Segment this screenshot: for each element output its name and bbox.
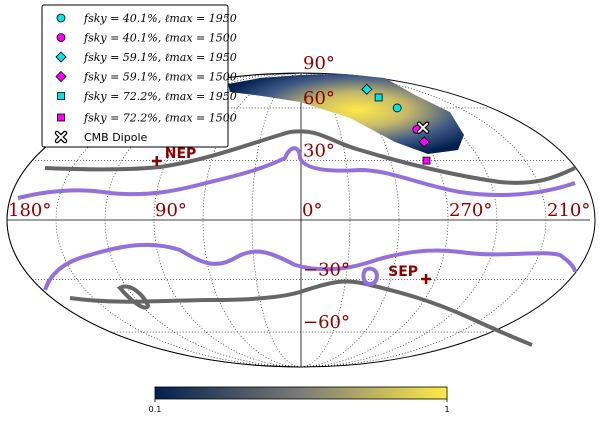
marker [418, 136, 430, 148]
mask-boundary [69, 279, 533, 347]
marker [57, 92, 65, 100]
pole-label: NEP [165, 146, 197, 162]
galactic-boundary [17, 146, 576, 200]
mask-boundary [44, 129, 576, 185]
colorbar-tick-label: 1 [444, 405, 449, 414]
x-tick-label: 90° [155, 200, 187, 221]
colorbar-tick-label: 0.1 [149, 405, 162, 414]
legend-label: fsky = 72.2%, ℓmax = 1950 [83, 90, 237, 103]
marker [56, 33, 66, 42]
map-outline [6, 72, 596, 368]
x-tick-label: 270° [449, 200, 492, 221]
legend: fsky = 40.1%, ℓmax = 1950 fsky = 40.1%, ℓ… [41, 4, 237, 148]
legend-box [41, 4, 229, 148]
galactic-boundary [43, 242, 577, 291]
marker [57, 113, 65, 122]
marker-inner [56, 132, 66, 142]
y-tick-label: −60° [303, 312, 350, 333]
legend-label: fsky = 59.1%, ℓmax = 1500 [83, 71, 237, 84]
marker-inner [418, 122, 429, 133]
marker [56, 13, 66, 23]
legend-label: fsky = 72.2%, ℓmax = 1500 [83, 112, 237, 125]
colorbar [154, 386, 448, 400]
legend-label: CMB Dipole [84, 131, 148, 144]
marker [55, 70, 67, 83]
y-tick-label: −30° [303, 259, 350, 280]
graticule [6, 72, 596, 368]
x-tick-label: 0° [302, 200, 322, 221]
legend-label: fsky = 59.1%, ℓmax = 1950 [83, 51, 237, 64]
marker [422, 156, 431, 165]
sky-map [17, 74, 577, 347]
pole-label: SEP [388, 264, 418, 280]
pole-marker [151, 155, 162, 166]
mask-boundary [116, 284, 151, 310]
marker [55, 51, 67, 63]
legend-label: fsky = 40.1%, ℓmax = 1500 [83, 32, 237, 45]
marker [392, 103, 402, 113]
likelihood-region [228, 74, 464, 154]
pole-marker [421, 274, 432, 285]
galactic-boundary [361, 266, 379, 287]
y-tick-label: 60° [303, 88, 335, 109]
x-tick-label: 210° [547, 200, 590, 221]
marker [361, 83, 373, 95]
marker [374, 93, 383, 102]
y-tick-label: 30° [303, 141, 335, 162]
legend-label: fsky = 40.1%, ℓmax = 1950 [83, 12, 237, 25]
y-tick-label: 90° [303, 53, 335, 74]
x-tick-label: 180° [8, 200, 51, 221]
